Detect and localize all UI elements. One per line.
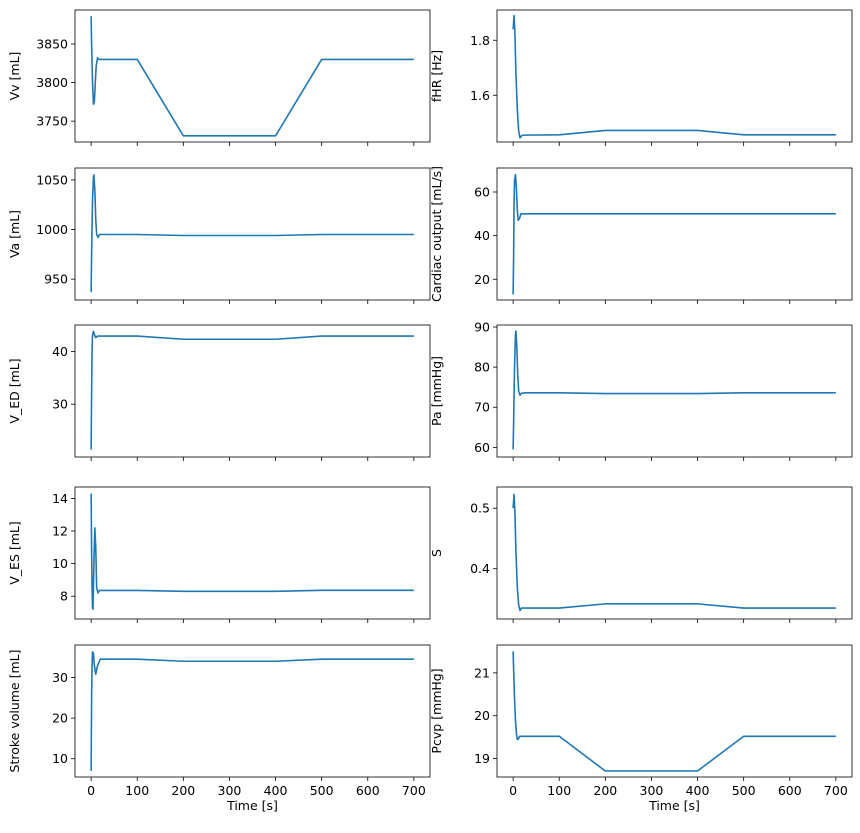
y-tick-label: 90 — [474, 320, 490, 335]
y-axis-label: Va [mL] — [7, 210, 22, 258]
series-line — [90, 651, 414, 771]
y-tick-label: 3850 — [36, 36, 68, 51]
y-tick-label: 950 — [44, 272, 68, 287]
y-tick-label: 1.6 — [470, 88, 490, 103]
series-line — [512, 330, 836, 450]
series-line — [512, 14, 836, 139]
axes-frame — [496, 324, 853, 458]
x-tick-label: 600 — [356, 783, 380, 798]
y-tick-label: 20 — [474, 708, 490, 723]
subplot-6: 60 70 80 90 Pa [mmHg] — [429, 320, 853, 461]
y-axis-label: Vv [mL] — [7, 52, 22, 101]
x-tick-label: 100 — [547, 783, 571, 798]
axes-frame — [496, 486, 853, 620]
y-tick-label: 1000 — [36, 222, 68, 237]
series-line — [90, 493, 414, 611]
y-tick-label: 60 — [474, 440, 490, 455]
y-axis-label: V_ES [mL] — [7, 521, 22, 585]
x-tick-label: 600 — [778, 783, 802, 798]
x-tick-label: 500 — [310, 783, 334, 798]
y-tick-label: 70 — [474, 400, 490, 415]
y-tick-label: 0.5 — [470, 501, 490, 516]
y-tick-label: 60 — [474, 185, 490, 200]
subplot-9: 0 100 200 300 400 500 600 700 10 20 30 Stroke volum… — [7, 644, 431, 813]
series-line — [512, 173, 836, 295]
subplot-7: 8 10 12 14 V_ES [mL] — [7, 486, 431, 623]
series-line — [90, 16, 414, 137]
x-tick-label: 200 — [593, 783, 617, 798]
y-tick-label: 21 — [474, 665, 490, 680]
series-line — [512, 493, 836, 612]
axes-frame — [496, 9, 853, 143]
y-tick-label: 19 — [474, 751, 490, 766]
y-tick-label: 3800 — [36, 75, 68, 90]
y-tick-label: 8 — [60, 589, 68, 604]
x-tick-label: 700 — [824, 783, 848, 798]
x-tick-label: 400 — [686, 783, 710, 798]
subplot-2: 1.6 1.8 fHR [Hz] — [429, 9, 853, 146]
y-axis-label: V_ED [mL] — [7, 358, 22, 423]
y-tick-label: 20 — [474, 272, 490, 287]
series-line — [90, 174, 414, 293]
axes-frame — [74, 644, 431, 778]
y-axis-label: S — [429, 549, 444, 557]
y-tick-label: 12 — [52, 524, 68, 539]
y-axis-label: Pcvp [mmHg] — [429, 668, 444, 753]
y-tick-label: 10 — [52, 751, 68, 766]
x-tick-label: 300 — [640, 783, 664, 798]
y-tick-label: 1050 — [36, 172, 68, 187]
y-tick-label: 30 — [52, 670, 68, 685]
axes-frame — [74, 167, 431, 301]
y-axis-label: Cardiac output [mL/s] — [429, 166, 444, 302]
y-axis-label: Stroke volume [mL] — [7, 650, 22, 773]
x-tick-label: 200 — [171, 783, 195, 798]
subplot-1: 3750 3800 3850 Vv [mL] — [7, 9, 431, 146]
x-tick-label: 400 — [264, 783, 288, 798]
y-tick-label: 30 — [52, 397, 68, 412]
y-tick-label: 10 — [52, 556, 68, 571]
y-tick-label: 40 — [474, 228, 490, 243]
subplot-3: 950 1000 1050 Va [mL] — [7, 167, 431, 304]
series-line — [90, 330, 414, 450]
subplot-5: 30 40 V_ED [mL] — [7, 324, 431, 461]
y-tick-label: 40 — [52, 344, 68, 359]
y-tick-label: 14 — [52, 491, 68, 506]
axes-frame — [496, 167, 853, 301]
x-axis-label: Time [s] — [648, 798, 700, 813]
x-tick-label: 100 — [125, 783, 149, 798]
subplot-4: 20 40 60 Cardiac output [mL/s] — [429, 166, 853, 304]
y-tick-label: 3750 — [36, 114, 68, 129]
y-tick-label: 20 — [52, 711, 68, 726]
x-tick-label: 0 — [509, 783, 517, 798]
y-axis-label: Pa [mmHg] — [429, 356, 444, 426]
x-tick-label: 300 — [218, 783, 242, 798]
y-tick-label: 80 — [474, 360, 490, 375]
subplot-8: 0.4 0.5 S — [429, 486, 853, 623]
y-tick-label: 1.8 — [470, 33, 490, 48]
y-tick-label: 0.4 — [470, 561, 490, 576]
axes-frame — [74, 324, 431, 458]
y-axis-label: fHR [Hz] — [429, 50, 444, 102]
x-axis-label: Time [s] — [226, 798, 278, 813]
x-tick-label: 0 — [87, 783, 95, 798]
series-line — [512, 651, 836, 772]
subplot-10: 0 100 200 300 400 500 600 700 19 20 21 Pcvp [mmHg] T… — [429, 644, 853, 813]
axes-frame — [496, 644, 853, 778]
x-tick-label: 500 — [732, 783, 756, 798]
axes-frame — [74, 486, 431, 620]
axes-frame — [74, 9, 431, 143]
x-tick-label: 700 — [402, 783, 426, 798]
